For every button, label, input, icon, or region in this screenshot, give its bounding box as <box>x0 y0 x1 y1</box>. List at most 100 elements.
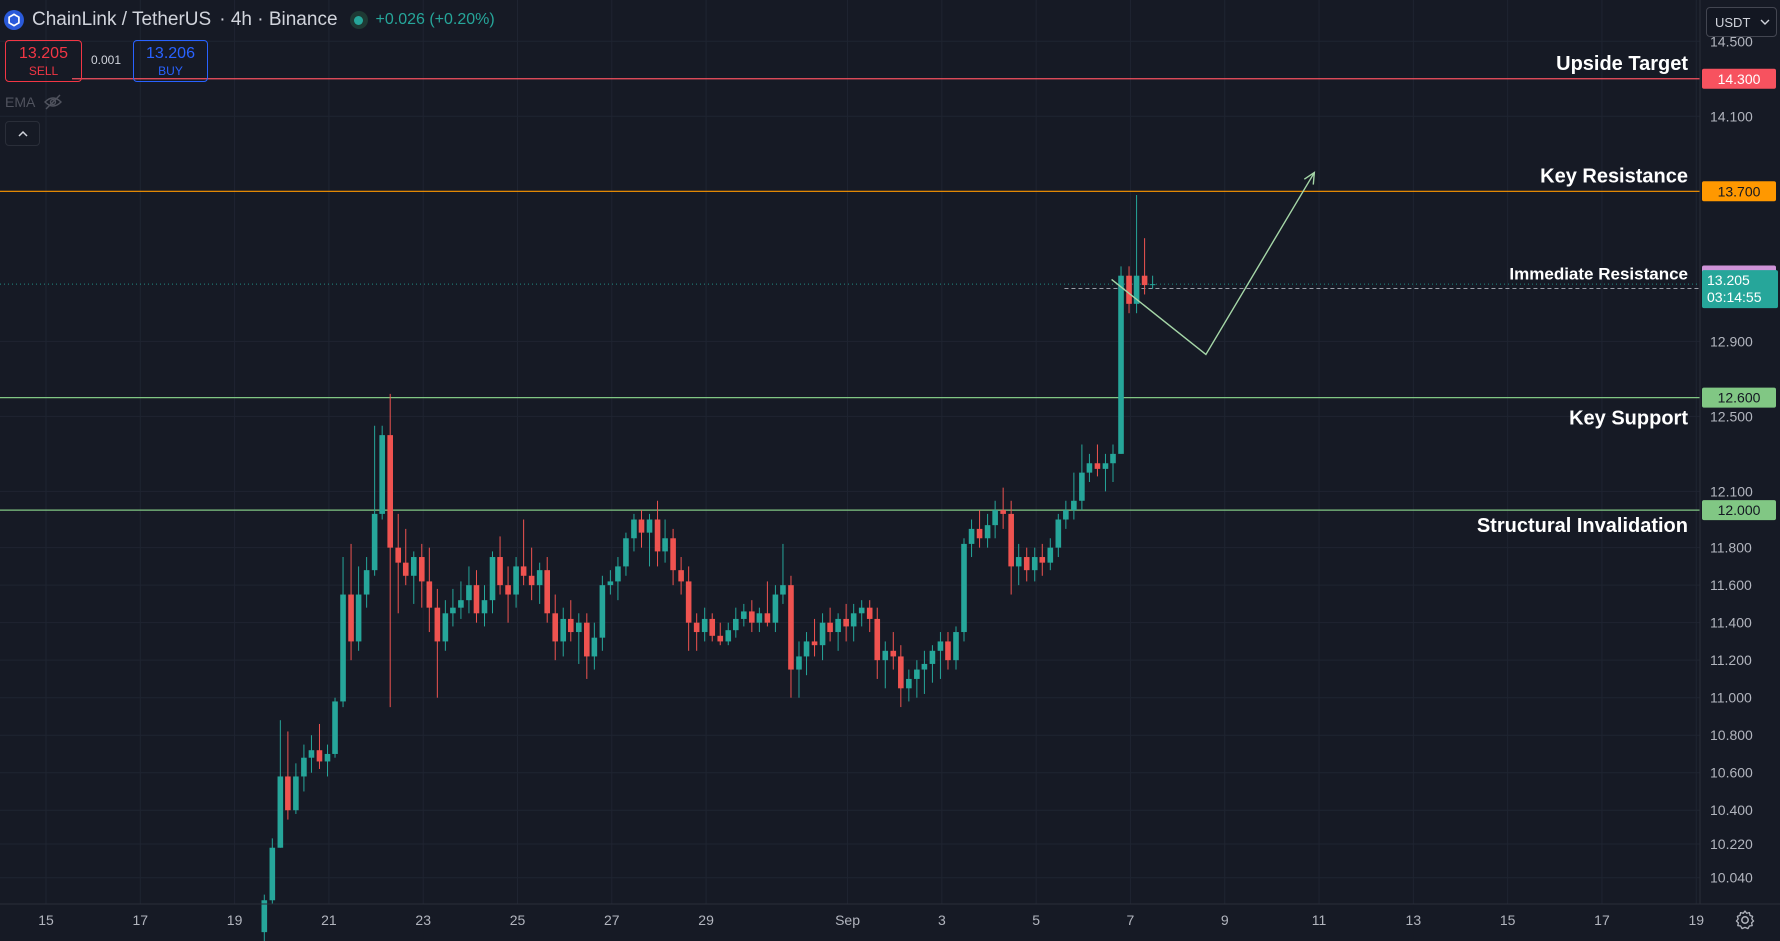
candle-body-up <box>1031 557 1038 571</box>
sell-button[interactable]: 13.205 SELL <box>5 40 82 82</box>
candle-body-up <box>410 557 417 576</box>
candle-body-up <box>984 525 991 539</box>
candle-body-up <box>536 570 543 586</box>
currency-label: USDT <box>1715 14 1751 30</box>
buy-button[interactable]: 13.206 BUY <box>133 40 208 82</box>
candle-body-up <box>340 594 346 702</box>
eye-hidden-icon[interactable] <box>43 94 63 110</box>
time-tick-label: 21 <box>321 912 337 928</box>
candle-body-up <box>1071 500 1077 511</box>
gear-icon[interactable] <box>1733 908 1757 932</box>
last-price-text: 13.205 <box>1707 272 1750 288</box>
time-tick-label: 19 <box>1688 912 1704 928</box>
projection-arrowhead <box>1303 171 1316 185</box>
candle-body-up <box>442 613 449 642</box>
candle-body-down <box>945 641 951 661</box>
time-tick-label: 17 <box>133 912 149 928</box>
candle-body-up <box>733 618 739 631</box>
time-tick-label: 29 <box>698 912 714 928</box>
time-tick-label: 25 <box>510 912 526 928</box>
candle-body-up <box>1015 557 1022 567</box>
price-tick-label: 14.100 <box>1710 108 1753 124</box>
candle-body-up <box>968 528 975 544</box>
candle-body-down <box>1126 275 1132 304</box>
time-tick-label: 3 <box>938 912 946 928</box>
candle-body-down <box>497 557 503 586</box>
candle-body-up <box>1133 275 1140 304</box>
candle-body-up <box>379 435 385 514</box>
candle-body-down <box>567 618 574 633</box>
candle-body-down <box>1039 557 1046 563</box>
time-tick-label: 15 <box>38 912 54 928</box>
candle-body-down <box>709 618 716 636</box>
candle-body-up <box>308 750 315 758</box>
level-price-text: 12.600 <box>1718 390 1761 406</box>
spread-value: 0.001 <box>91 53 122 67</box>
separator: · <box>219 9 231 30</box>
candle-body-down <box>418 557 425 582</box>
candle-body-down <box>764 613 771 623</box>
candle-body-down <box>976 528 983 539</box>
candle-body-down <box>426 581 433 608</box>
candle-body-down <box>402 562 409 576</box>
time-tick-label: 17 <box>1594 912 1610 928</box>
timeframe[interactable]: 4h <box>230 9 252 30</box>
projection-path <box>1111 171 1316 356</box>
candle-body-down <box>717 635 724 642</box>
candle-body-down <box>387 435 393 548</box>
candle-body-down <box>544 570 551 614</box>
market-open-dot-icon <box>349 11 368 29</box>
symbol-header[interactable]: ChainLink / TetherUS · 4h · Binance +0.0… <box>4 8 495 32</box>
indicator-legend[interactable]: EMA <box>5 94 63 110</box>
level-price-badge <box>1702 181 1776 202</box>
candle-body-up <box>646 519 653 533</box>
candle-body-up <box>332 701 338 754</box>
candle-body-up <box>363 570 370 595</box>
level-label: Structural Invalidation <box>1477 515 1688 537</box>
candle-body-down <box>827 622 833 633</box>
candle-body-up <box>560 618 567 642</box>
candle-body-down <box>749 611 755 623</box>
collapse-legend-button[interactable] <box>5 121 40 146</box>
price-tick-label: 14.500 <box>1710 33 1753 49</box>
price-tick-label: 11.200 <box>1710 652 1752 668</box>
candle-body-up <box>458 600 464 608</box>
time-tick-label: 5 <box>1032 912 1040 928</box>
candle-body-up <box>780 585 786 595</box>
price-tick-label: 11.400 <box>1710 615 1752 631</box>
candle-body-up <box>858 607 865 614</box>
price-tick-label: 10.400 <box>1710 802 1753 818</box>
time-tick-label: 23 <box>415 912 431 928</box>
candle-body-up <box>1079 472 1085 501</box>
projection-line <box>1111 172 1315 356</box>
price-tick-label: 10.800 <box>1710 727 1753 743</box>
candle-body-up <box>906 678 912 689</box>
candle-body-up <box>1063 510 1069 520</box>
candle-body-down <box>505 585 511 595</box>
exchange: Binance <box>268 9 338 30</box>
candle-body-up <box>882 650 889 661</box>
timeframe-label[interactable]: · 4h · Binance <box>219 9 337 31</box>
price-axis[interactable]: 14.500 14.100 12.900 12.500 12.100 11.800 11.6… <box>1699 0 1778 904</box>
chevron-down-icon <box>1760 19 1770 25</box>
time-axis[interactable]: 15 17 19 21 23 25 27 29 Sep 3 5 7 9 11 13 15 17 19 <box>0 903 1780 928</box>
price-tick-label: 12.900 <box>1710 333 1753 349</box>
buy-label: BUY <box>158 64 183 78</box>
candle-body-up <box>1086 463 1093 473</box>
price-tick-label: 11.800 <box>1710 540 1752 556</box>
candle-body-down <box>890 650 897 657</box>
candle-body-up <box>929 650 936 664</box>
candle-body-down <box>1094 463 1101 469</box>
candle-body-up <box>1110 453 1116 464</box>
level-price-text: 13.700 <box>1718 183 1761 199</box>
candle-body-up <box>489 557 496 601</box>
candle-body-down <box>654 519 661 552</box>
symbol-name[interactable]: ChainLink / TetherUS <box>32 9 212 30</box>
candle-body-up <box>1047 547 1054 563</box>
candle-body-down <box>874 618 881 661</box>
price-change: +0.026 (+0.20%) <box>375 11 495 28</box>
candle-body-up <box>277 776 284 848</box>
currency-select[interactable]: USDT <box>1706 7 1777 37</box>
chart-grid <box>0 0 1700 904</box>
